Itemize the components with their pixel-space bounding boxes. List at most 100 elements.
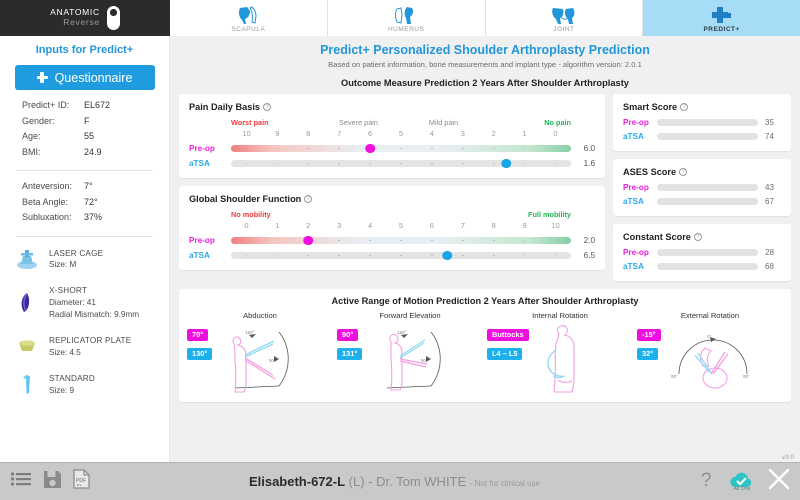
external-rotation-figure: 0° 90° 90° [635,322,785,396]
card-title: Pain Daily Basis [189,102,260,112]
slider-knob-preop[interactable] [365,143,375,154]
implant-item-standard[interactable]: STANDARD Size: 9 [0,366,169,404]
help-icon[interactable]: ? [699,469,716,495]
field-key: Age: [22,131,41,141]
gsf-atsa-slider[interactable] [231,250,571,261]
card-header: ASES Score ? [623,167,781,177]
implant-detail: Diameter: 41 [49,298,96,308]
rom-badges: Buttocks L4 – L5 [487,324,529,362]
field-key: Predict+ ID: [22,100,70,110]
questionnaire-button-label: Questionnaire [54,70,133,85]
list-icon[interactable] [10,471,32,492]
gsf-preop-slider[interactable] [231,235,571,246]
series-value: 1.6 [583,159,595,168]
series-label: aTSA [189,159,210,168]
pain-atsa-slider[interactable] [231,158,571,169]
implant-item-replicator-plate[interactable]: REPLICATOR PLATE Size: 4.5 [0,328,169,366]
help-icon[interactable]: ? [262,103,271,111]
field-key: Beta Angle: [22,196,69,207]
content-area: Inputs for Predict+ Questionnaire Predic… [0,36,800,462]
rom-label: Internal Rotation [532,311,588,320]
rom-item-forward-elevation: Forward Elevation 90° 131° 180° 90° [335,311,485,396]
help-icon[interactable]: ? [679,168,688,176]
pain-preop-slider[interactable] [231,143,571,154]
score-track [657,119,758,126]
card-smart-score: Smart Score ? Pre-op 35 aTSA [613,94,791,151]
card-pain-daily-basis: Pain Daily Basis ? Worst pain Severe pai… [179,94,605,178]
card-header: Smart Score ? [623,102,781,112]
replicator-plate-icon [14,338,40,356]
rom-preop-badge: 70° [187,328,209,341]
rom-label: External Rotation [680,311,740,320]
tick: 7 [460,221,465,230]
rom-grid: Abduction 70° 130° 180° 90° [185,311,785,396]
tab-scapula-label: SCAPULA [231,25,266,33]
close-icon[interactable] [768,468,790,495]
main-tabs: SCAPULA HUMERUS JOINT [170,0,800,36]
page-title: Predict+ Personalized Shoulder Arthropla… [320,43,650,57]
card-title: ASES Score [623,167,677,177]
implant-text: LASER CAGE Size: M [49,248,103,272]
implant-text: STANDARD Size: 9 [49,373,95,397]
measurement-row: Subluxation: 37% [22,212,169,222]
series-value: 2.0 [583,236,595,245]
rom-preop-badge: Buttocks [487,328,529,341]
brand-mode-toggle[interactable]: ANATOMIC Reverse [0,0,170,36]
tab-humerus[interactable]: HUMERUS [327,0,486,36]
rom-section-title: Active Range of Motion Prediction 2 Year… [331,296,639,306]
surgeon-name: - Dr. Tom WHITE [368,474,467,489]
anatomic-label: ANATOMIC [50,7,100,18]
slider-knob-preop[interactable] [303,235,314,246]
x-short-icon [14,292,40,314]
version-label: v3.0 [781,454,794,461]
implant-name: LASER CAGE [49,248,104,258]
cloud-sync-status[interactable]: All One [729,471,755,492]
gsf-preop-row: Pre-op 2.0 [189,235,595,246]
series-label: aTSA [189,251,210,260]
series-value: 28 [765,248,774,257]
card-header: Global Shoulder Function ? [189,194,595,204]
tick: 3 [337,221,342,230]
implant-text: REPLICATOR PLATE Size: 4.5 [49,335,131,359]
tab-joint[interactable]: JOINT [485,0,644,36]
field-key: Gender: [22,115,55,126]
slider-knob-atsa[interactable] [442,250,453,261]
anchor-mild: Mild pain [428,118,459,127]
abduction-figure: 180° 90° [185,322,335,396]
card-title: Global Shoulder Function [189,194,302,204]
help-icon[interactable]: ? [680,103,689,111]
rom-preop-badge: -15° [637,328,661,341]
svg-text:PDF: PDF [76,478,86,484]
implant-item-laser-cage[interactable]: LASER CAGE Size: M [0,241,169,279]
series-label: aTSA [623,132,644,141]
anatomic-reverse-switch[interactable] [106,6,120,30]
tick: 5 [398,221,404,230]
questionnaire-button[interactable]: Questionnaire [14,65,155,90]
svg-text:P+: P+ [77,483,83,488]
card-ases-score: ASES Score ? Pre-op 43 aTSA [613,159,791,216]
implant-detail: Size: 4.5 [49,347,81,357]
joint-icon [550,6,578,25]
anchor-spacer [401,210,486,219]
save-icon[interactable] [43,470,62,494]
patient-info-row: Age: 55 [22,131,169,141]
help-icon[interactable]: ? [304,195,313,203]
field-value: 55 [84,131,95,141]
rom-item-abduction: Abduction 70° 130° 180° 90° [185,311,335,396]
implant-item-x-short[interactable]: X-SHORT Diameter: 41 Radial Mismatch: 9.… [0,278,169,328]
tab-predict-plus[interactable]: PREDICT+ [643,0,800,36]
tick: 5 [398,129,404,138]
implant-detail-2: Radial Mismatch: 9.9mm [49,310,140,320]
tick: 8 [306,129,311,138]
forward-elevation-figure: 180° 90° [335,322,485,396]
help-icon[interactable]: ? [693,233,702,241]
reverse-label: Reverse [63,17,100,27]
rom-preop-badge: 90° [337,328,359,341]
slider-knob-atsa[interactable] [501,158,511,169]
patient-info-group: Predict+ ID: EL672 Gender: F Age: 55 BMI… [0,90,169,170]
score-track [657,133,758,140]
pdf-export-icon[interactable]: PDF P+ [73,469,90,494]
tab-scapula[interactable]: SCAPULA [170,0,328,36]
tick: 6 [367,129,373,138]
pain-preop-row: Pre-op 6.0 [189,143,595,154]
